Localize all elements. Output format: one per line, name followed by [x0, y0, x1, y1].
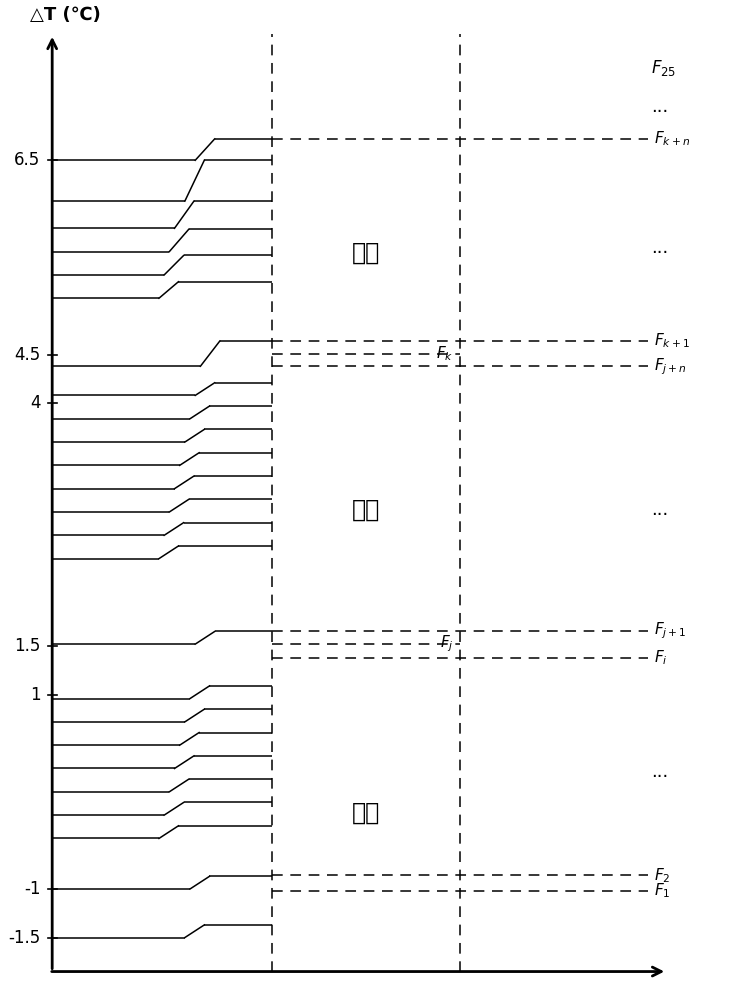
Text: $F_{k+1}$: $F_{k+1}$ — [654, 332, 690, 350]
Text: ...: ... — [651, 98, 668, 116]
Text: $F_{2}$: $F_{2}$ — [654, 866, 670, 885]
Text: 高风: 高风 — [352, 241, 381, 265]
Text: -1: -1 — [24, 880, 40, 898]
Text: $F_{k}$: $F_{k}$ — [436, 344, 453, 363]
Text: $F_{j}$: $F_{j}$ — [440, 634, 453, 654]
Text: 1.5: 1.5 — [14, 637, 40, 655]
Text: 4.5: 4.5 — [14, 346, 40, 364]
Text: 中风: 中风 — [352, 498, 381, 522]
Text: △T (℃): △T (℃) — [29, 6, 100, 24]
Text: $F_{j+1}$: $F_{j+1}$ — [654, 620, 687, 641]
Text: ...: ... — [651, 239, 668, 257]
Text: 6.5: 6.5 — [14, 151, 40, 169]
Text: $F_{i}$: $F_{i}$ — [654, 648, 668, 667]
Text: ...: ... — [651, 501, 668, 519]
Text: 4: 4 — [30, 394, 40, 412]
Text: ...: ... — [651, 763, 668, 781]
Text: 低风: 低风 — [352, 801, 381, 825]
Text: $F_{1}$: $F_{1}$ — [654, 882, 670, 900]
Text: $F_{j+n}$: $F_{j+n}$ — [654, 356, 687, 377]
Text: -1.5: -1.5 — [8, 929, 40, 947]
Text: $F_{25}$: $F_{25}$ — [651, 58, 676, 78]
Text: $F_{k+n}$: $F_{k+n}$ — [654, 130, 690, 148]
Text: 1: 1 — [30, 686, 40, 704]
